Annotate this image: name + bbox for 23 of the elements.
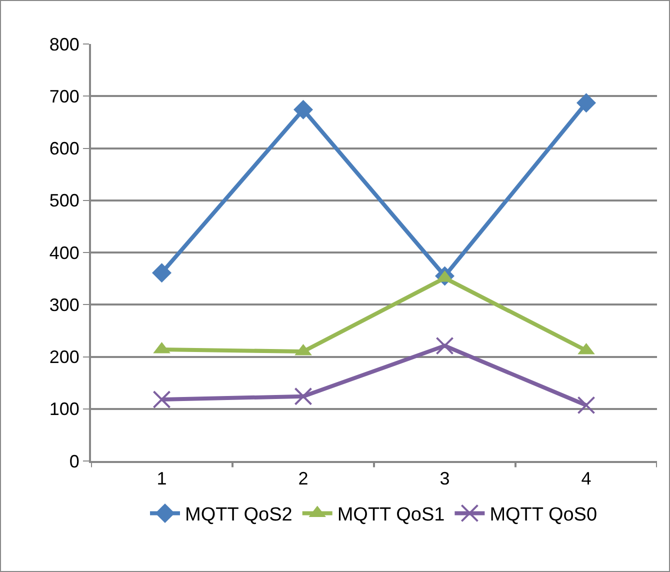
legend-label: MQTT QoS2 xyxy=(185,504,292,526)
point xyxy=(577,396,596,414)
y-tick-label: 200 xyxy=(49,347,80,368)
legend-label: MQTT QoS0 xyxy=(490,504,598,526)
x-tick-label: 1 xyxy=(156,468,167,489)
y-tick-label: 700 xyxy=(49,86,80,106)
x-tick-label: 2 xyxy=(298,468,308,489)
point xyxy=(152,263,172,283)
point xyxy=(294,387,312,406)
y-tick-label: 500 xyxy=(49,190,80,211)
y-tick-label: 600 xyxy=(49,138,80,159)
y-tick-label: 100 xyxy=(49,399,80,420)
y-tick-label: 300 xyxy=(49,294,80,315)
x-tick-label: 3 xyxy=(440,468,450,489)
point xyxy=(294,100,313,120)
point xyxy=(576,93,596,113)
y-tick-label: 0 xyxy=(69,451,80,472)
point xyxy=(436,336,454,355)
x-tick-label: 4 xyxy=(581,468,592,489)
point xyxy=(152,390,171,408)
y-tick-label: 800 xyxy=(49,34,80,54)
legend-label: MQTT QoS1 xyxy=(337,504,445,526)
y-tick-label: 400 xyxy=(49,242,80,263)
